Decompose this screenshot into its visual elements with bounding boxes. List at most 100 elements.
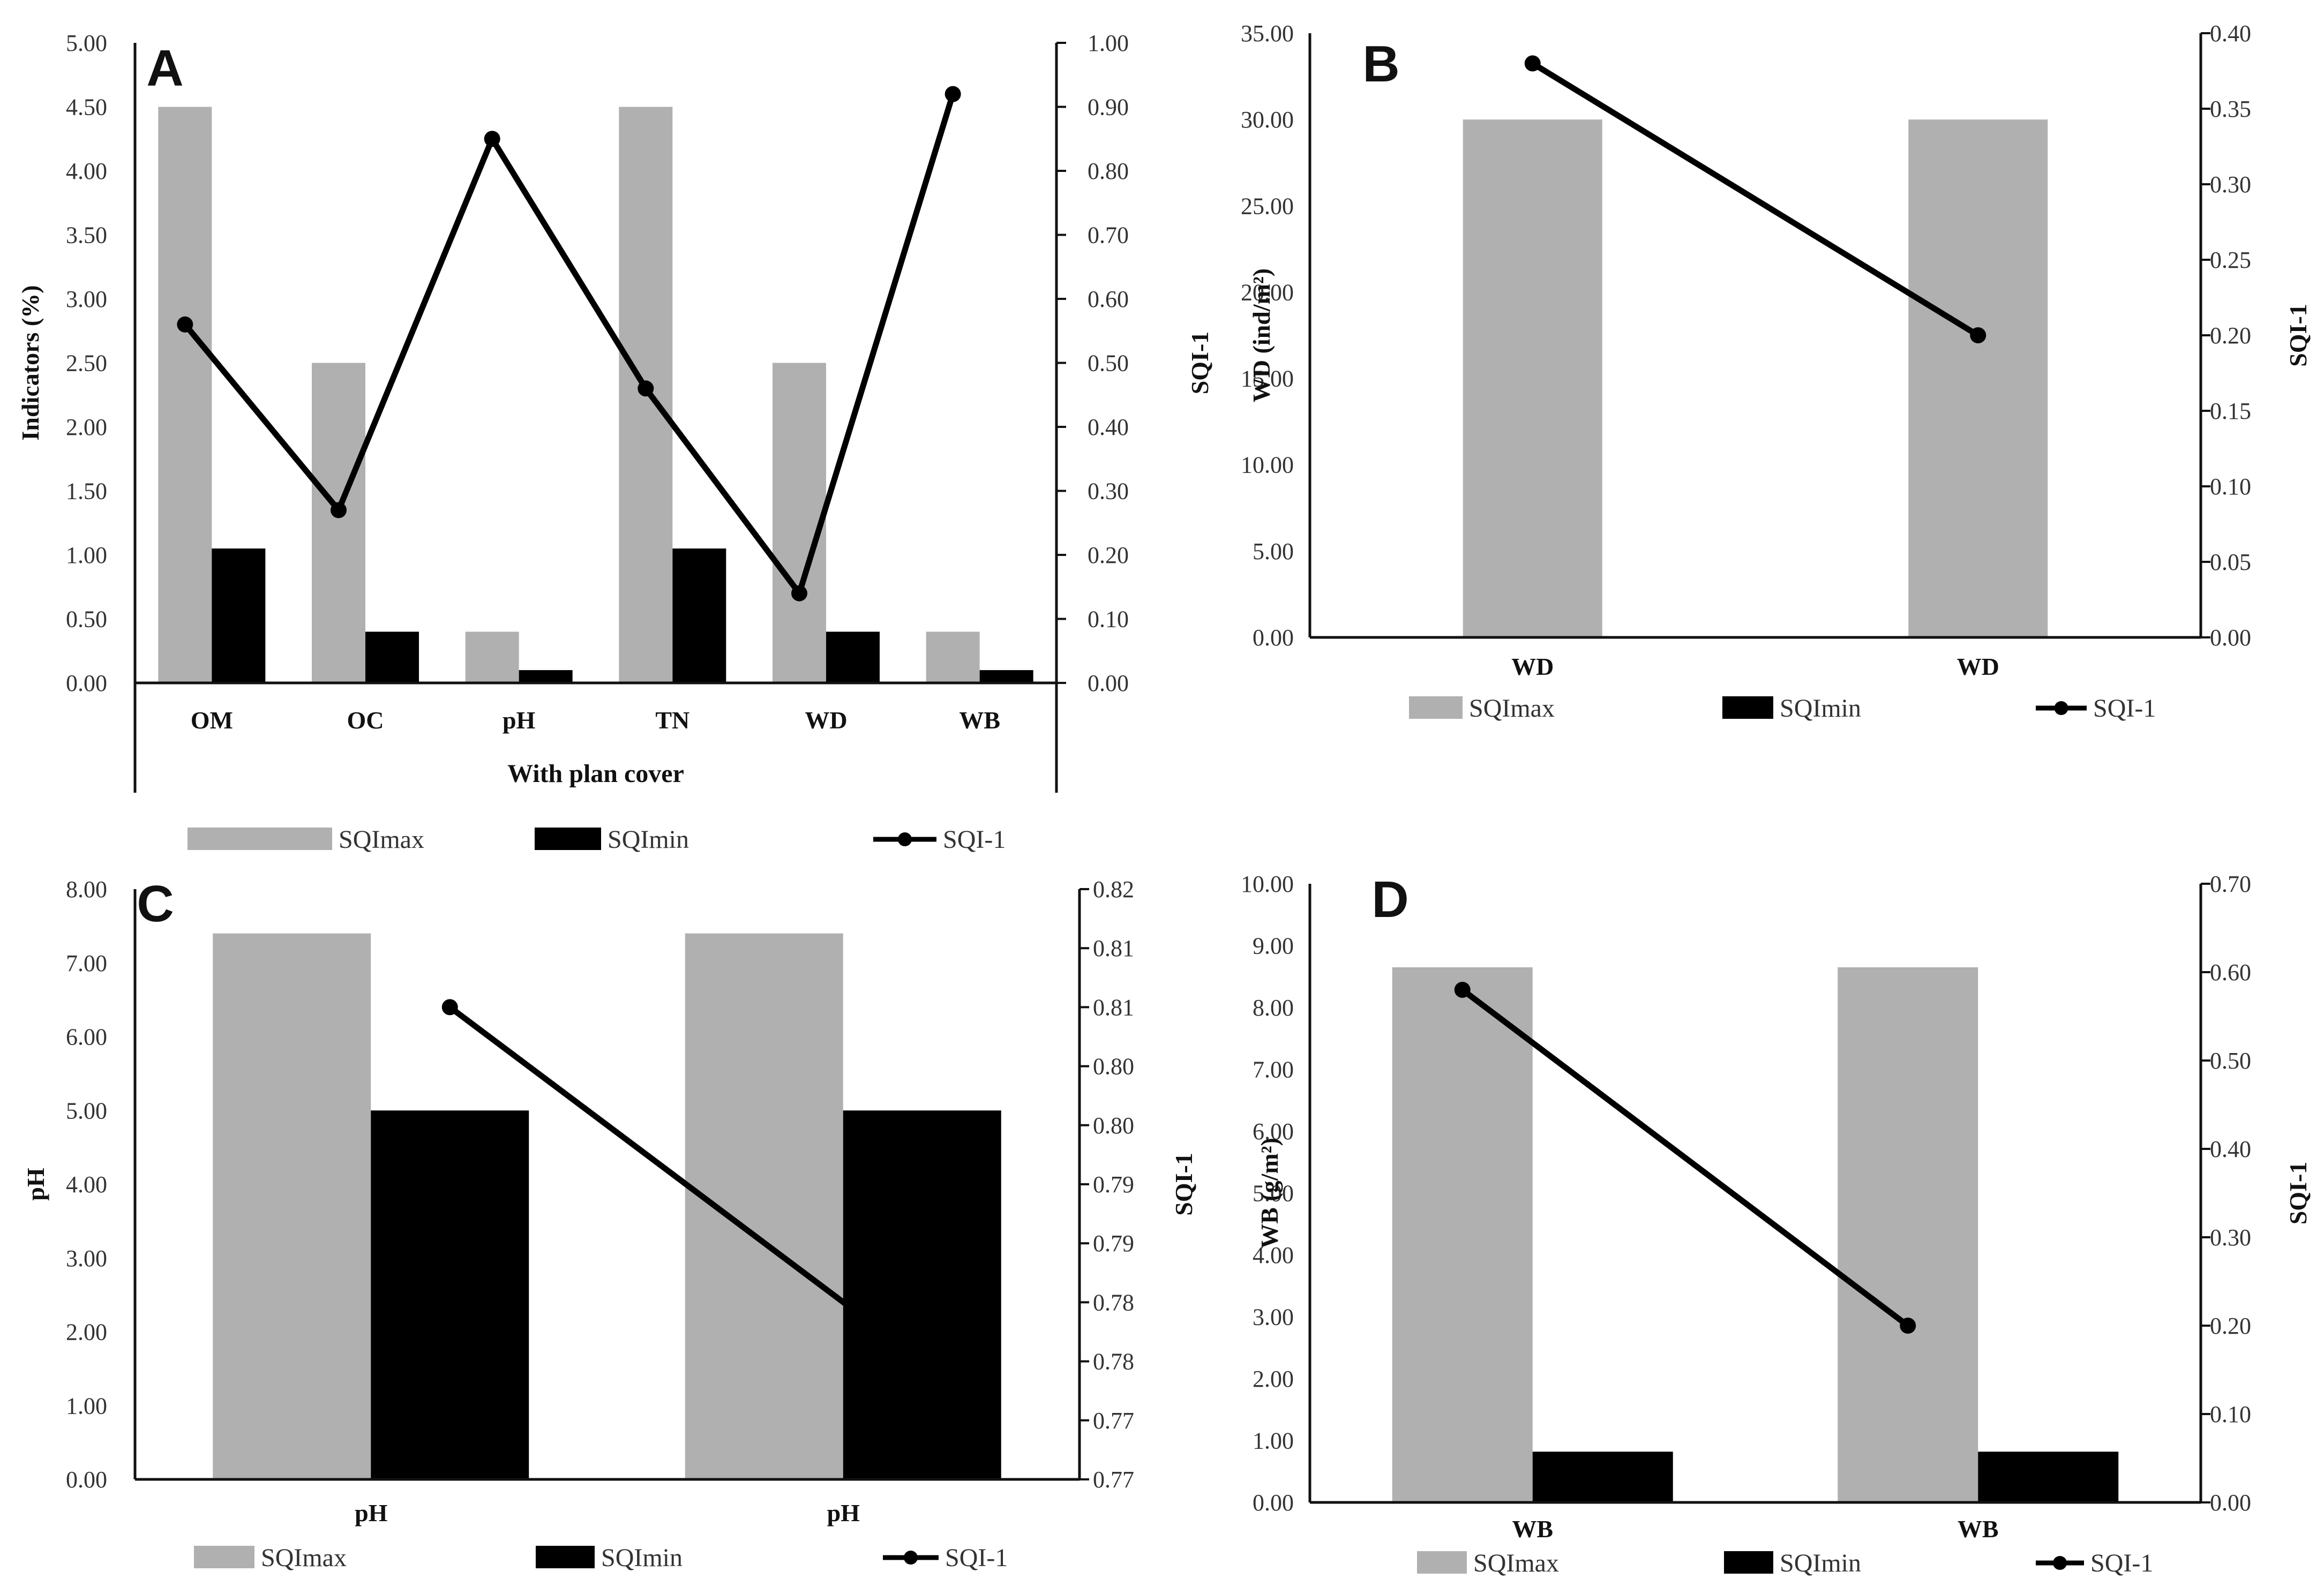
category-label: WB	[1512, 1515, 1553, 1543]
y2-tick-label: 0.00	[2210, 1490, 2251, 1516]
y2-tick-label: 0.79	[1093, 1171, 1134, 1198]
legend-swatch-sqimin	[1722, 696, 1773, 719]
y-tick-label: 5.00	[66, 1097, 107, 1124]
y2-tick-label: 0.77	[1093, 1467, 1134, 1493]
category-label: OC	[347, 706, 384, 734]
legend-swatch-sqimin	[1724, 1551, 1773, 1574]
y-tick-label: 8.00	[66, 876, 107, 903]
legend-label-sqimin: SQImin	[601, 1544, 683, 1572]
category-label: WD	[1957, 653, 1999, 680]
y2-tick-label: 0.30	[2210, 1224, 2251, 1251]
sqi1-line	[448, 1005, 924, 1364]
y-tick-label: 4.00	[66, 158, 107, 184]
y2-tick-label: 0.81	[1093, 935, 1134, 961]
bar-sqimax	[213, 933, 371, 1479]
y-tick-label: 20.00	[1241, 279, 1294, 305]
y-tick-label: 5.00	[66, 30, 107, 56]
x-axis-title: With plan cover	[507, 760, 684, 788]
legend-label-sqi1: SQI-1	[945, 1544, 1008, 1572]
bar-sqimin	[826, 631, 880, 683]
y-tick-label: 1.00	[66, 1393, 107, 1419]
y-tick-label: 4.00	[66, 1171, 107, 1198]
y-tick-label: 0.00	[66, 670, 107, 696]
y-tick-label: 7.00	[1253, 1057, 1294, 1083]
sqi1-point	[1524, 55, 1541, 72]
y-tick-label: 0.00	[66, 1467, 107, 1493]
y2-tick-label: 0.15	[2210, 398, 2251, 424]
y2-tick-label: 0.50	[2210, 1048, 2251, 1074]
category-label: WB	[1958, 1515, 1999, 1543]
category-label: TN	[655, 706, 689, 734]
y2-axis-title: SQI-1	[2284, 304, 2312, 367]
legend-label-sqi1: SQI-1	[2090, 1549, 2153, 1577]
y-tick-label: 7.00	[66, 950, 107, 976]
sqi1-point	[484, 131, 500, 147]
legend-swatch-sqimax	[188, 828, 332, 850]
sqi1-point	[441, 999, 458, 1016]
bar-sqimax	[465, 631, 519, 683]
y2-tick-label: 1.00	[1088, 30, 1129, 56]
y-tick-label: 2.50	[66, 350, 107, 377]
y-tick-label: 3.00	[66, 286, 107, 312]
y2-tick-label: 0.78	[1093, 1289, 1134, 1315]
y-tick-label: 3.00	[1253, 1304, 1294, 1330]
legend-label-sqimin: SQImin	[1780, 694, 1861, 723]
y-tick-label: 35.00	[1241, 20, 1294, 47]
y-tick-label: 0.50	[66, 606, 107, 633]
panel-letter: B	[1362, 35, 1399, 93]
bar-sqimax	[1908, 119, 2048, 638]
y-tick-label: 30.00	[1241, 107, 1294, 133]
y2-tick-label: 0.20	[2210, 1313, 2251, 1339]
y-axis-title: WD (ind/m²)	[1248, 268, 1275, 402]
bar-sqimax	[926, 631, 980, 683]
y2-tick-label: 0.80	[1093, 1112, 1134, 1139]
y2-tick-label: 0.70	[2210, 871, 2251, 897]
bar-sqimax	[312, 363, 365, 683]
y2-tick-label: 0.00	[1088, 670, 1129, 696]
category-label: OM	[191, 706, 233, 734]
bar-sqimin	[519, 670, 573, 683]
y2-tick-label: 0.25	[2210, 247, 2251, 273]
y2-tick-label: 0.00	[2210, 625, 2251, 651]
y-tick-label: 15.00	[1241, 366, 1294, 392]
sqi1-point	[177, 316, 193, 333]
y-tick-label: 3.00	[66, 1245, 107, 1272]
y-axis-title: pH	[22, 1168, 49, 1201]
y2-tick-label: 0.77	[1093, 1408, 1134, 1434]
legend-swatch-sqimax	[1409, 696, 1463, 719]
sqi1-line	[1460, 987, 1910, 1328]
bar-sqimin	[1532, 1452, 1673, 1502]
bar-sqimin	[1978, 1452, 2119, 1502]
legend-label-sqimin: SQImin	[1780, 1549, 1861, 1577]
y2-tick-label: 0.30	[1088, 478, 1129, 505]
y-tick-label: 9.00	[1253, 933, 1294, 959]
y-tick-label: 4.50	[66, 94, 107, 121]
bar-sqimax	[158, 107, 212, 683]
category-label: pH	[355, 1499, 388, 1527]
y2-tick-label: 0.35	[2210, 96, 2251, 122]
sqi1-line	[1531, 61, 1980, 338]
y-tick-label: 6.00	[1253, 1118, 1294, 1145]
y2-tick-label: 0.20	[2210, 322, 2251, 349]
y-tick-label: 0.00	[1253, 1490, 1294, 1516]
y2-tick-label: 0.40	[1088, 414, 1129, 440]
y2-tick-label: 0.10	[2210, 473, 2251, 500]
sqi1-point	[914, 1353, 931, 1370]
sqi1-point	[331, 502, 347, 518]
y-tick-label: 1.50	[66, 478, 107, 505]
y2-tick-label: 0.70	[1088, 222, 1129, 249]
y2-tick-label: 0.50	[1088, 350, 1129, 377]
category-label: WD	[1511, 653, 1554, 680]
sqi1-point	[944, 86, 961, 102]
y2-tick-label: 0.10	[1088, 606, 1129, 633]
category-label: pH	[503, 706, 536, 734]
legend-swatch-sqimin	[535, 828, 601, 850]
bar-sqimin	[672, 548, 726, 683]
y-axis-title: Indicators (%)	[17, 285, 44, 440]
y2-axis-title: SQI-1	[1186, 332, 1213, 395]
bar-sqimin	[371, 1110, 529, 1479]
sqi1-point	[1970, 327, 1986, 343]
legend-label-sqimax: SQImax	[339, 825, 424, 854]
y2-tick-label: 0.30	[2210, 171, 2251, 198]
